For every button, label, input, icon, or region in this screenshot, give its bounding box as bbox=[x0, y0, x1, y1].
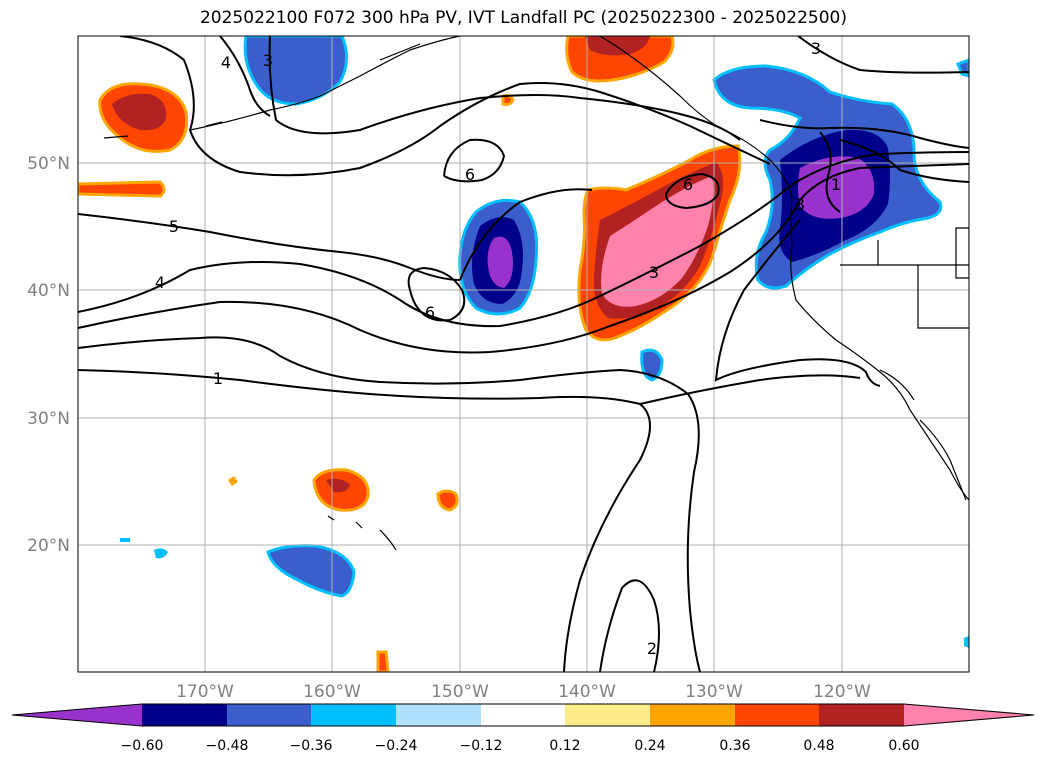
contour-line bbox=[78, 336, 701, 672]
colorbar-tick-label: −0.36 bbox=[290, 738, 333, 754]
contour-label: 3 bbox=[795, 195, 805, 214]
colorbar-tick-label: −0.48 bbox=[206, 738, 249, 754]
contour-label: 1 bbox=[831, 175, 841, 194]
contour-line bbox=[78, 151, 969, 328]
map-panel: 1 2 3 3 4 4 5 6 6 6 3 1 3 bbox=[77, 35, 970, 673]
colorbar-tick-label: 0.12 bbox=[549, 738, 580, 754]
colorbar-ticks: −0.60 −0.48 −0.36 −0.24 −0.12 0.12 0.24 … bbox=[121, 738, 920, 754]
negative-region-speck-c bbox=[964, 636, 969, 648]
positive-region-bottom bbox=[376, 650, 390, 672]
contour-line bbox=[78, 369, 651, 672]
colorbar-tick-label: 0.36 bbox=[719, 738, 750, 754]
latitude-axis: 50°N 40°N 30°N 20°N bbox=[27, 154, 70, 556]
colorbar: −0.60 −0.48 −0.36 −0.24 −0.12 0.12 0.24 … bbox=[11, 703, 1035, 754]
contour-label: 3 bbox=[649, 263, 659, 282]
colorbar-swatch bbox=[227, 704, 311, 726]
colorbar-outline bbox=[11, 703, 1035, 727]
contour-labels: 1 2 3 3 4 4 5 6 6 6 3 1 3 bbox=[155, 39, 841, 658]
colorbar-swatch bbox=[311, 704, 396, 726]
lat-label: 50°N bbox=[27, 154, 70, 174]
colorbar-swatch bbox=[142, 704, 227, 726]
negative-region-speck-b bbox=[120, 538, 130, 542]
positive-region-speck bbox=[228, 476, 238, 486]
contour-label: 5 bbox=[169, 217, 179, 236]
colorbar-swatch bbox=[565, 704, 650, 726]
lon-label: 140°W bbox=[558, 682, 616, 702]
positive-region-west-streak bbox=[78, 180, 166, 198]
contour-line bbox=[819, 131, 841, 213]
negative-region-small-a bbox=[640, 348, 664, 382]
coastlines bbox=[103, 36, 969, 551]
colorbar-tick-label: 0.24 bbox=[634, 738, 665, 754]
contour-line bbox=[443, 138, 506, 183]
colorbar-tick-label: −0.12 bbox=[460, 738, 503, 754]
colorbar-swatches bbox=[12, 704, 1034, 726]
colorbar-tick-label: −0.60 bbox=[121, 738, 164, 754]
contour-label: 4 bbox=[155, 273, 165, 292]
contour-line bbox=[407, 266, 466, 322]
contour-line bbox=[797, 36, 969, 74]
map-frame bbox=[77, 35, 970, 673]
contour-line bbox=[459, 188, 593, 281]
lon-label: 160°W bbox=[303, 682, 361, 702]
contour-line bbox=[219, 36, 271, 117]
colorbar-swatch bbox=[735, 704, 819, 726]
map-title: 2025022100 F072 300 hPa PV, IVT Landfall… bbox=[199, 8, 847, 28]
colorbar-swatch bbox=[481, 704, 565, 726]
lon-label: 130°W bbox=[685, 682, 743, 702]
colorbar-swatch bbox=[650, 704, 735, 726]
colorbar-swatch bbox=[904, 704, 1034, 726]
gridlines bbox=[78, 36, 969, 672]
colorbar-tick-label: 0.60 bbox=[888, 738, 919, 754]
contour-label: 3 bbox=[811, 39, 821, 58]
contour-line bbox=[268, 36, 741, 141]
contour-line bbox=[714, 219, 881, 387]
contour-line bbox=[599, 579, 660, 672]
lon-label: 150°W bbox=[431, 682, 489, 702]
lat-label: 40°N bbox=[27, 281, 70, 301]
contour-label: 3 bbox=[263, 51, 273, 70]
colorbar-swatch bbox=[12, 704, 142, 726]
contour-label: 6 bbox=[683, 175, 693, 194]
lon-label: 120°W bbox=[813, 682, 871, 702]
contour-line bbox=[759, 119, 969, 149]
longitude-axis: 170°W 160°W 150°W 140°W 130°W 120°W bbox=[176, 682, 871, 702]
positive-region-northwest bbox=[98, 82, 189, 153]
contour-line bbox=[639, 374, 861, 405]
contour-label: 2 bbox=[647, 639, 657, 658]
contour-line bbox=[839, 139, 969, 183]
contour-label: 6 bbox=[425, 303, 435, 322]
negative-region-speck-a bbox=[154, 548, 168, 559]
lat-label: 30°N bbox=[27, 409, 70, 429]
colorbar-swatch bbox=[396, 704, 481, 726]
lat-label: 20°N bbox=[27, 536, 70, 556]
contour-line bbox=[119, 36, 771, 177]
colorbar-tick-label: −0.24 bbox=[375, 738, 418, 754]
contour-label: 4 bbox=[221, 53, 231, 72]
contour-label: 1 bbox=[213, 369, 223, 388]
positive-region-small-a bbox=[436, 489, 459, 512]
contour-lines bbox=[78, 36, 969, 672]
contour-label: 6 bbox=[465, 165, 475, 184]
positive-region-gulf-alaska bbox=[565, 36, 675, 83]
lon-label: 170°W bbox=[176, 682, 234, 702]
contour-line bbox=[664, 172, 720, 210]
colorbar-tick-label: 0.48 bbox=[803, 738, 834, 754]
colorbar-swatch bbox=[819, 704, 904, 726]
